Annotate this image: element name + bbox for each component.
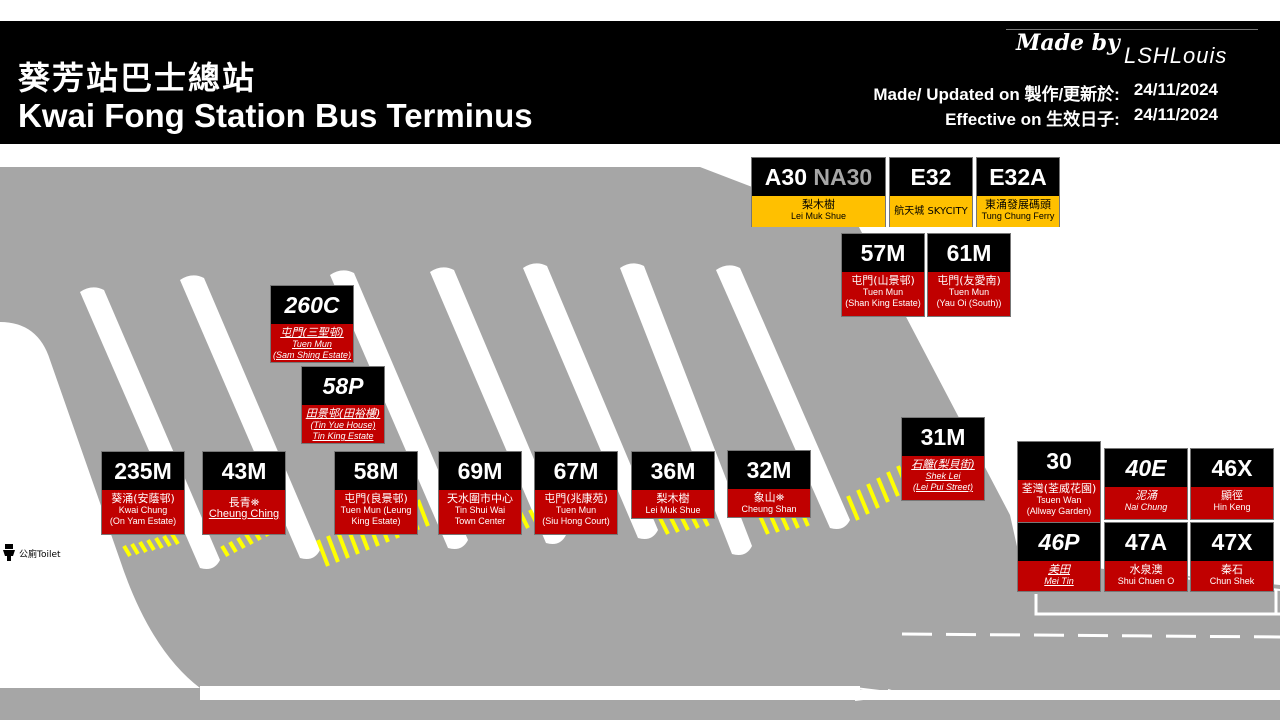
top-sidewalk — [0, 145, 1280, 167]
route-card-A30[interactable]: A30 NA30 梨木樹 Lei Muk Shue — [751, 157, 886, 227]
route-destination: 屯門(友愛南) Tuen Mun (Yau Oi (South)) — [928, 272, 1010, 316]
route-number: 46X — [1191, 449, 1273, 487]
route-card-235M[interactable]: 235M 葵涌(安蔭邨) Kwai Chung (On Yam Estate) — [101, 451, 185, 535]
effective-label: Effective on 生效日子: — [945, 110, 1120, 129]
route-card-61M[interactable]: 61M 屯門(友愛南) Tuen Mun (Yau Oi (South)) — [927, 233, 1011, 317]
route-destination: 長青⛯ Cheung Ching — [203, 490, 285, 534]
route-destination: 美田 Mei Tin — [1018, 561, 1100, 591]
route-number: 260C — [271, 286, 353, 324]
header-banner: 葵芳站巴士總站 Kwai Fong Station Bus Terminus M… — [0, 21, 1280, 144]
effective-row: Effective on 生效日子: 24/11/2024 — [945, 105, 1218, 130]
updated-row: Made/ Updated on 製作/更新於: 24/11/2024 — [873, 80, 1218, 105]
route-destination: 石籬(梨貝街) Shek Lei (Lei Pui Street) — [902, 456, 984, 500]
route-number: 67M — [535, 452, 617, 490]
route-destination: 秦石 Chun Shek — [1191, 561, 1273, 591]
crossing-1 — [122, 532, 180, 558]
route-destination: 屯門(山景邨) Tuen Mun (Shan King Estate) — [842, 272, 924, 316]
route-card-40E[interactable]: 40E 泥涌 Nai Chung — [1104, 448, 1188, 520]
route-card-47A[interactable]: 47A 水泉澳 Shui Chuen O — [1104, 522, 1188, 592]
route-card-67M[interactable]: 67M 屯門(兆康苑) Tuen Mun (Siu Hong Court) — [534, 451, 618, 535]
route-card-46X[interactable]: 46X 顯徑 Hin Keng — [1190, 448, 1274, 520]
toilet-label: 公廁Toilet — [19, 549, 61, 560]
author-name: LSHLouis — [1124, 43, 1228, 68]
route-number: 69M — [439, 452, 521, 490]
route-card-260C[interactable]: 260C 屯門(三聖邨) Tuen Mun (Sam Shing Estate) — [270, 285, 354, 363]
route-card-43M[interactable]: 43M 長青⛯ Cheung Ching — [202, 451, 286, 535]
route-number: 36M — [632, 452, 714, 490]
route-destination: 屯門(三聖邨) Tuen Mun (Sam Shing Estate) — [271, 324, 353, 362]
updated-label: Made/ Updated on 製作/更新於: — [873, 85, 1120, 104]
route-number: 43M — [203, 452, 285, 490]
route-card-57M[interactable]: 57M 屯門(山景邨) Tuen Mun (Shan King Estate) — [841, 233, 925, 317]
route-card-32M[interactable]: 32M 象山⛯ Cheung Shan — [727, 450, 811, 518]
bottom-white-line — [200, 686, 860, 700]
made-by-label: Made by — [1016, 30, 1120, 56]
route-destination: 梨木樹 Lei Muk Shue — [632, 490, 714, 518]
route-number: 30 — [1018, 442, 1100, 480]
route-destination: 田景邨(田裕樓) (Tin Yue House) Tin King Estate — [302, 405, 384, 443]
route-destination: 葵涌(安蔭邨) Kwai Chung (On Yam Estate) — [102, 490, 184, 534]
route-number: 40E — [1105, 449, 1187, 487]
updated-date: 24/11/2024 — [1133, 80, 1218, 99]
route-number: A30 NA30 — [752, 158, 885, 196]
route-number: 235M — [102, 452, 184, 490]
route-card-69M[interactable]: 69M 天水圍市中心 Tin Shui Wai Town Center — [438, 451, 522, 535]
route-destination: 顯徑 Hin Keng — [1191, 487, 1273, 519]
right-bay-markings — [901, 590, 1280, 639]
route-number: 32M — [728, 451, 810, 489]
arrow-markings — [854, 687, 906, 701]
toilet-marker[interactable]: 公廁Toilet — [3, 544, 61, 562]
route-card-E32[interactable]: E32 航天城 SKYCITY — [889, 157, 973, 227]
effective-date: 24/11/2024 — [1133, 105, 1218, 124]
route-destination: 荃灣(荃威花園) Tsuen Wan (Allway Garden) — [1018, 480, 1100, 524]
route-number: E32A — [977, 158, 1059, 196]
route-destination: 屯門(兆康苑) Tuen Mun (Siu Hong Court) — [535, 490, 617, 534]
route-number: 46P — [1018, 523, 1100, 561]
title-chinese: 葵芳站巴士總站 — [18, 59, 257, 97]
route-number: 31M — [902, 418, 984, 456]
route-card-36M[interactable]: 36M 梨木樹 Lei Muk Shue — [631, 451, 715, 519]
toilet-icon — [3, 544, 15, 561]
left-white-island — [0, 322, 200, 688]
road-surface — [0, 167, 1280, 700]
route-destination: 東涌發展碼頭 Tung Chung Ferry — [977, 196, 1059, 227]
route-destination: 屯門(良景邨) Tuen Mun (Leung King Estate) — [335, 490, 417, 534]
route-card-E32A[interactable]: E32A 東涌發展碼頭 Tung Chung Ferry — [976, 157, 1060, 227]
route-number: 61M — [928, 234, 1010, 272]
route-number: 57M — [842, 234, 924, 272]
route-card-31M[interactable]: 31M 石籬(梨貝街) Shek Lei (Lei Pui Street) — [901, 417, 985, 501]
route-destination: 天水圍市中心 Tin Shui Wai Town Center — [439, 490, 521, 534]
bay-islands — [80, 263, 850, 569]
route-card-58M[interactable]: 58M 屯門(良景邨) Tuen Mun (Leung King Estate) — [334, 451, 418, 535]
author-divider — [1006, 29, 1258, 30]
route-card-46P[interactable]: 46P 美田 Mei Tin — [1017, 522, 1101, 592]
route-number: 47X — [1191, 523, 1273, 561]
route-destination: 航天城 SKYCITY — [890, 196, 972, 227]
route-number: 58M — [335, 452, 417, 490]
route-destination: 象山⛯ Cheung Shan — [728, 489, 810, 517]
route-number: 47A — [1105, 523, 1187, 561]
route-destination: 泥涌 Nai Chung — [1105, 487, 1187, 519]
bottom-sidewalk — [0, 700, 1280, 720]
route-destination: 水泉澳 Shui Chuen O — [1105, 561, 1187, 591]
title-english: Kwai Fong Station Bus Terminus — [18, 97, 533, 134]
route-card-58P[interactable]: 58P 田景邨(田裕樓) (Tin Yue House) Tin King Es… — [301, 366, 385, 444]
route-number: E32 — [890, 158, 972, 196]
route-card-47X[interactable]: 47X 秦石 Chun Shek — [1190, 522, 1274, 592]
route-destination: 梨木樹 Lei Muk Shue — [752, 196, 885, 227]
route-card-30[interactable]: 30 荃灣(荃威花園) Tsuen Wan (Allway Garden) — [1017, 441, 1101, 525]
route-number: 58P — [302, 367, 384, 405]
